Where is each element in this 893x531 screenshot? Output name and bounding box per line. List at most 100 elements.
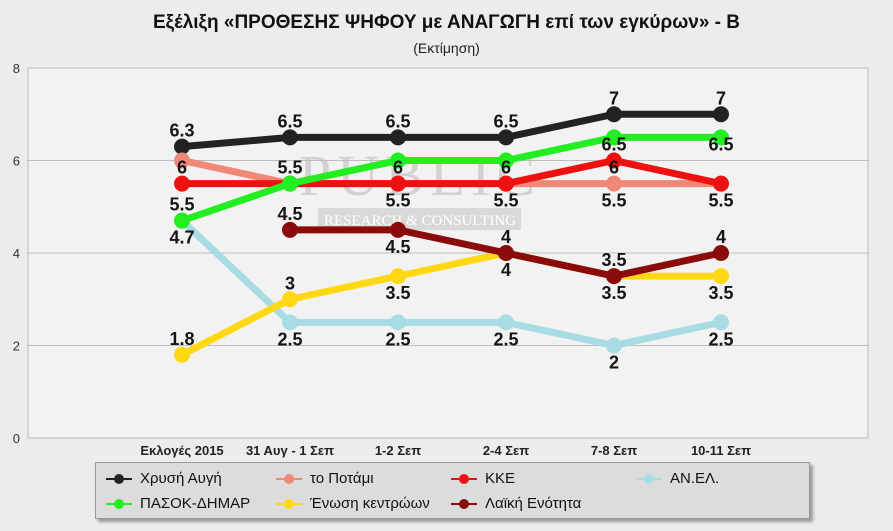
legend-marker-icon xyxy=(636,473,662,485)
data-point xyxy=(390,152,406,169)
x-tick-label: 7-8 Σεπ xyxy=(591,443,637,458)
data-point xyxy=(498,129,514,146)
legend-marker-icon xyxy=(451,473,477,485)
data-point xyxy=(606,152,622,169)
legend-label: ΚΚΕ xyxy=(485,470,516,487)
legend: Χρυσή Αυγή το Ποτάμι ΚΚΕ ΑΝ.ΕΛ. ΠΑΣΟΚ-ΔΗΜΑΡ Έ… xyxy=(95,462,810,519)
data-point xyxy=(282,175,298,192)
data-point xyxy=(390,221,406,238)
data-point xyxy=(174,152,190,169)
legend-label: Ένωση κεντρώων xyxy=(310,495,430,512)
series-line-5 xyxy=(178,249,725,359)
data-label: 4 xyxy=(501,227,511,247)
data-point xyxy=(713,314,729,331)
data-point xyxy=(498,245,514,261)
series-line-2 xyxy=(178,157,725,188)
data-point xyxy=(174,212,190,229)
x-tick-label: 10-11 Σεπ xyxy=(691,443,751,458)
data-point xyxy=(606,129,622,146)
data-label: 6 xyxy=(177,158,187,178)
legend-label: ΠΑΣΟΚ-ΔΗΜΑΡ xyxy=(140,495,251,512)
y-tick-label: 0 xyxy=(13,431,20,446)
data-label: 4 xyxy=(501,260,511,280)
x-tick-label: 31 Αυγ - 1 Σεπ xyxy=(246,443,334,458)
data-point xyxy=(390,129,406,146)
y-tick-label: 8 xyxy=(13,61,20,76)
data-point xyxy=(498,175,514,192)
data-point xyxy=(390,314,406,331)
data-label: 6 xyxy=(393,158,403,178)
legend-item: το Ποτάμι xyxy=(276,470,374,487)
legend-label: το Ποτάμι xyxy=(310,470,374,487)
x-tick-label: Εκλογές 2015 xyxy=(140,443,223,458)
data-point xyxy=(606,268,622,285)
data-label: 2.5 xyxy=(277,329,302,349)
data-label: 3.5 xyxy=(708,283,733,303)
data-point xyxy=(606,337,622,354)
data-point xyxy=(174,138,190,155)
data-label: 6.5 xyxy=(601,135,626,155)
data-point xyxy=(282,291,298,308)
data-point xyxy=(606,175,622,192)
data-label: 5.5 xyxy=(169,195,194,215)
data-label: 5.5 xyxy=(493,191,518,211)
data-label: 4.7 xyxy=(169,228,194,248)
data-label: 5.5 xyxy=(601,191,626,211)
watermark-subtitle: RESEARCH & CONSULTING xyxy=(324,213,516,229)
data-point xyxy=(713,129,729,146)
data-point xyxy=(282,129,298,146)
data-label: 6.5 xyxy=(385,111,410,131)
legend-marker-icon xyxy=(276,498,302,510)
chart-title: Εξέλιξη «ΠΡΟΘΕΣΗΣ ΨΗΦΟΥ με ΑΝΑΓΩΓΗ επί τ… xyxy=(153,12,740,33)
data-point xyxy=(498,152,514,169)
data-point xyxy=(282,314,298,331)
data-point xyxy=(282,221,298,238)
y-tick-label: 2 xyxy=(13,339,20,354)
data-label: 5.5 xyxy=(708,191,733,211)
data-label: 5.5 xyxy=(385,191,410,211)
legend-label: ΑΝ.ΕΛ. xyxy=(670,470,720,487)
data-label: 2.5 xyxy=(708,329,733,349)
legend-marker-icon xyxy=(451,498,477,510)
data-point xyxy=(498,314,514,331)
data-label: 6.5 xyxy=(493,111,518,131)
y-tick-label: 6 xyxy=(13,154,20,169)
data-label: 3 xyxy=(285,273,295,293)
data-point xyxy=(713,245,729,261)
data-label: 3.5 xyxy=(601,250,626,270)
data-label: 6.5 xyxy=(708,135,733,155)
data-label: 6.5 xyxy=(277,111,302,131)
data-label: 4.5 xyxy=(277,204,302,224)
data-point xyxy=(174,175,190,192)
data-label: 3.5 xyxy=(385,283,410,303)
legend-marker-icon xyxy=(106,498,132,510)
legend-item: Ένωση κεντρώων xyxy=(276,495,430,512)
x-tick-label: 2-4 Σεπ xyxy=(483,443,529,458)
y-tick-label: 4 xyxy=(13,246,20,261)
series-line-0 xyxy=(178,110,725,151)
series-line-4 xyxy=(178,133,725,225)
x-tick-label: 1-2 Σεπ xyxy=(375,443,421,458)
legend-item: ΠΑΣΟΚ-ΔΗΜΑΡ xyxy=(106,495,250,512)
data-point xyxy=(713,106,729,123)
data-label: 5.5 xyxy=(277,158,302,178)
data-label: 4.5 xyxy=(385,237,410,257)
legend-item: Λαϊκή Ενότητα xyxy=(451,495,581,512)
data-point xyxy=(174,346,190,363)
data-label: 2.5 xyxy=(493,329,518,349)
data-label: 6 xyxy=(501,158,511,178)
legend-item: Χρυσή Αυγή xyxy=(106,470,222,487)
data-label: 3.5 xyxy=(601,283,626,303)
legend-marker-icon xyxy=(276,473,302,485)
data-point xyxy=(606,106,622,123)
data-point xyxy=(390,268,406,285)
data-label: 6.3 xyxy=(169,121,194,141)
data-label: 7 xyxy=(609,88,619,108)
legend-marker-icon xyxy=(106,473,132,485)
data-point xyxy=(713,268,729,285)
legend-label: Χρυσή Αυγή xyxy=(140,470,222,487)
data-point xyxy=(390,175,406,192)
data-label: 2 xyxy=(609,353,619,373)
legend-item: ΚΚΕ xyxy=(451,470,515,487)
